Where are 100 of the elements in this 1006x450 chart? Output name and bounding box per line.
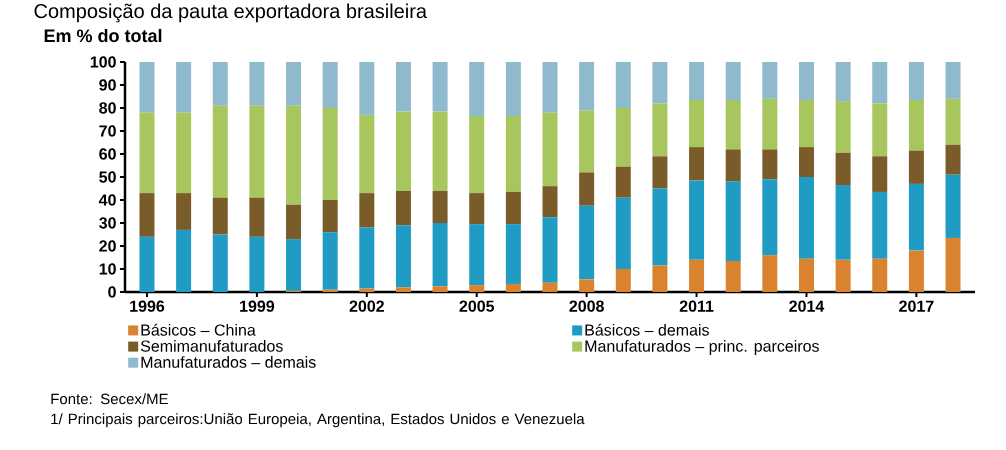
x-tick-label: 2011: [679, 300, 714, 312]
bar: [762, 179, 778, 256]
y-tick-label: 80: [99, 102, 116, 114]
bar: [908, 99, 924, 151]
bar: [286, 204, 302, 240]
y-tick-label: 10: [99, 263, 116, 275]
bar: [249, 236, 265, 292]
x-tick-label: 2002: [349, 300, 384, 312]
bar: [505, 116, 521, 192]
bar: [322, 108, 338, 200]
text: 1/ Principais parceiros:União Europeia, Argentina, Estados Unidos e Venezuela: [51, 413, 585, 428]
bar: [469, 224, 485, 286]
bar: [542, 186, 558, 218]
bar: [725, 99, 741, 150]
bar: [908, 62, 924, 100]
bar: [542, 282, 558, 292]
bar: [505, 224, 521, 284]
bar: [945, 144, 961, 175]
y-tick-label: 30: [99, 217, 116, 229]
bar: [139, 236, 155, 292]
chart-subtitle: Em % do total: [44, 28, 162, 43]
bar: [725, 62, 741, 100]
bar: [432, 62, 448, 112]
y-tick-label: 60: [99, 148, 116, 160]
bar: [798, 177, 814, 259]
bar: [212, 62, 228, 106]
bar: [359, 193, 375, 228]
bar: [945, 98, 961, 145]
bar: [725, 260, 741, 292]
y-tick-label: 50: [99, 171, 116, 183]
bar: [176, 193, 192, 230]
bar: [395, 62, 411, 112]
bar: [872, 62, 888, 104]
bar: [579, 205, 595, 280]
bar: [615, 108, 631, 167]
bar: [652, 265, 668, 292]
legend-label: Manufaturados – demais: [141, 356, 316, 368]
y-tick-label: 20: [99, 240, 116, 252]
bar: [798, 99, 814, 148]
bar: [945, 62, 961, 99]
bar: [872, 258, 888, 292]
bar: [505, 191, 521, 225]
x-tick-label: 2014: [789, 300, 825, 312]
bar: [798, 62, 814, 100]
bar: [652, 62, 668, 104]
legend-label: Básicos – China: [141, 323, 256, 336]
x-tick-label: 1996: [130, 300, 165, 312]
bar: [432, 190, 448, 223]
bar: [908, 150, 924, 184]
bar: [615, 269, 631, 292]
bar: [725, 149, 741, 182]
bar: [322, 62, 338, 108]
bar: [176, 62, 192, 113]
bar: [652, 156, 668, 189]
y-tick-label: 90: [99, 79, 116, 91]
bar: [432, 223, 448, 287]
bar: [762, 255, 778, 292]
bar: [286, 105, 302, 205]
legend-label: Manufaturados – princ. parceiros: [585, 340, 819, 355]
bar: [505, 62, 521, 117]
source-note: Fonte: Secex/ME: [51, 393, 168, 405]
bar: [286, 62, 302, 106]
bar: [908, 183, 924, 251]
bar: [249, 197, 265, 237]
y-tick-label: 40: [98, 194, 116, 206]
bar: [139, 112, 155, 194]
bar: [689, 259, 705, 292]
bar: [359, 114, 375, 194]
bar: [689, 180, 705, 260]
x-tick-label: 2017: [899, 300, 934, 312]
bar: [432, 111, 448, 191]
bar: [542, 62, 558, 113]
bar: [212, 197, 228, 235]
bar: [652, 188, 668, 266]
bar: [652, 103, 668, 157]
bar: [395, 190, 411, 226]
bar: [322, 200, 338, 233]
bar: [872, 103, 888, 157]
x-tick-label: 1999: [240, 300, 275, 312]
bar: [872, 191, 888, 259]
bar: [249, 105, 265, 198]
bar: [835, 152, 851, 186]
bar: [359, 227, 375, 289]
bar: [212, 234, 228, 292]
bar: [395, 287, 411, 292]
bar: [579, 62, 595, 111]
bar: [579, 110, 595, 173]
x-tick-label: 2008: [569, 300, 604, 312]
bar: [872, 156, 888, 192]
bar: [542, 112, 558, 187]
bar: [689, 62, 705, 100]
bar: [615, 197, 631, 269]
y-tick-label: 100: [90, 56, 116, 68]
bar: [725, 181, 741, 261]
bar: [359, 62, 375, 115]
bar: [469, 193, 485, 225]
bar: [908, 250, 924, 292]
bar: [579, 172, 595, 206]
y-tick-label: 70: [99, 125, 116, 137]
bar: [762, 149, 778, 180]
